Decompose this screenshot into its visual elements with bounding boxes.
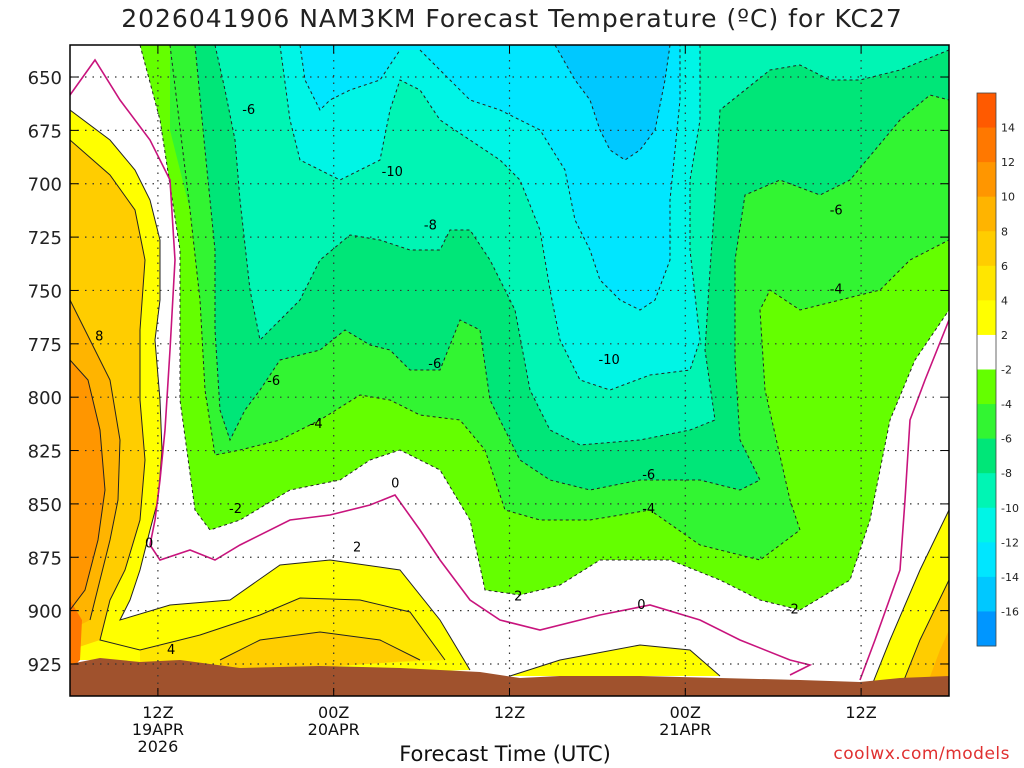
temperature-field [70,45,949,696]
contour-label: 0 [637,598,645,613]
contour-label: -10 [382,165,403,180]
x-tick-label: 19APR [132,720,184,739]
contour-label: -4 [642,502,655,517]
contour-label: 2 [353,541,361,556]
colorbar-label: 2 [1001,329,1008,342]
colorbar-label: 12 [1001,156,1015,169]
contour-label: -6 [267,374,280,389]
colorbar-label: -12 [1001,536,1019,549]
y-tick-label: 800 [28,388,62,409]
x-tick-label: 12Z [494,703,525,722]
warm-contours [70,109,949,691]
colorbar-swatch [977,507,996,543]
colorbar-label: 8 [1001,225,1008,238]
contour-label: 0 [391,477,399,492]
contour-label: -6 [830,203,843,218]
colorbar-label: -14 [1001,571,1019,584]
band-warm-left-max [70,600,82,670]
y-tick-label: 875 [28,548,62,569]
colorbar-swatch [977,127,996,163]
y-tick-label: 900 [28,602,62,623]
y-tick-label: 775 [28,335,62,356]
colorbar-swatch [977,611,996,647]
band-warm-bottom-core [220,632,420,675]
colorbar-swatch [977,404,996,440]
y-tick-label: 925 [28,655,62,676]
colorbar-swatch [977,196,996,232]
contour-labels: -6 -10 -8 -6 -4 8 -10 -6 -6 -4 0 -6 -2 -4 0 2 2 0 -2 4 [95,103,843,658]
contour-label: -2 [786,602,799,617]
y-tick-label: 750 [28,281,62,302]
band-cold-7 [555,45,670,160]
colorbar-label: 4 [1001,294,1008,307]
contour-label: -8 [424,218,437,233]
colorbar-swatch [977,300,996,336]
band-warm-mid [510,645,720,676]
contour-label: -6 [642,468,655,483]
y-tick-label: 650 [28,68,62,89]
contour-label: -10 [599,353,620,368]
freezing-contours [70,58,949,681]
contour-label: 0 [145,536,153,551]
y-tick-label: 850 [28,495,62,516]
y-tick-label: 725 [28,228,62,249]
colorbar-frame [976,92,997,647]
x-tick-label: 00Z [318,703,349,722]
terrain [70,658,949,696]
contour-label: 2 [514,590,522,605]
contour-label: -6 [242,103,255,118]
y-tick-label: 675 [28,121,62,142]
colorbar-label: -16 [1001,605,1019,618]
contour-label: -4 [310,417,323,432]
colorbar-label: -4 [1001,398,1012,411]
colorbar-label: 14 [1001,122,1015,135]
y-tick-label: 825 [28,442,62,463]
colorbar-label: 6 [1001,260,1008,273]
colorbar-swatch [977,231,996,267]
colorbar-label: -2 [1001,364,1012,377]
colorbar-swatch [977,576,996,612]
colorbar-swatch [977,473,996,509]
colorbar-swatch [977,438,996,474]
band-warm-right-core [925,630,949,690]
colorbar-swatch [977,93,996,129]
colorbar-swatch [977,369,996,405]
colorbar: 14 12 10 8 6 4 2 -2 -4 -6 -8 -10 -12 -14 -16 [976,92,1019,647]
cold-contours [139,45,949,611]
x-tick-label: 00Z [670,703,701,722]
band-cold-6 [300,45,680,310]
contour-label: 4 [167,643,175,658]
colorbar-swatch [977,162,996,198]
x-tick-label: 20APR [308,720,360,739]
x-axis-title: Forecast Time (UTC) [399,742,611,766]
x-tick-label: 2026 [138,737,179,756]
contour-label: 8 [95,329,103,344]
colorbar-swatch [977,265,996,301]
colorbar-swatch [977,542,996,578]
x-tick-label: 12Z [142,703,173,722]
x-tick-label: 12Z [845,703,876,722]
contour-label: -4 [830,282,843,297]
x-tick-label: 21APR [659,720,711,739]
colorbar-label: -8 [1001,467,1012,480]
colorbar-label: -10 [1001,502,1019,515]
y-tick-label: 700 [28,175,62,196]
colorbar-label: 10 [1001,191,1015,204]
band-warm-left-hot [70,360,105,610]
contour-label: -2 [229,502,242,517]
chart-title: 2026041906 NAM3KM Forecast Temperature (… [121,4,903,33]
colorbar-swatch [977,334,996,370]
contour-label: -6 [428,357,441,372]
credit-text: coolwx.com/models [833,744,1010,764]
colorbar-label: -6 [1001,433,1012,446]
